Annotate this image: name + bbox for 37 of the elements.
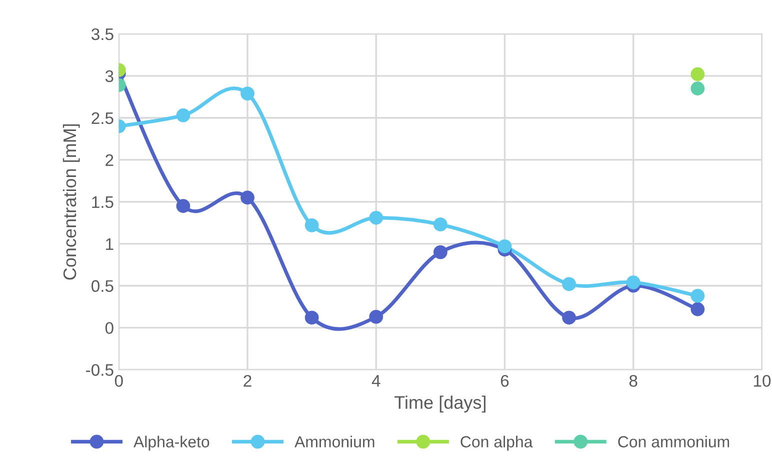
- x-tick-label: 4: [372, 375, 380, 387]
- point: [369, 310, 384, 324]
- y-tick-label: 0: [105, 322, 114, 334]
- legend-label: Con alpha: [460, 436, 533, 451]
- y-tick-label: 2.5: [92, 112, 114, 124]
- x-tick-label: 10: [754, 374, 771, 387]
- point: [562, 277, 576, 292]
- point: [626, 275, 640, 290]
- point: [304, 310, 319, 325]
- legend-label: Ammonium: [294, 436, 374, 448]
- point: [369, 210, 384, 225]
- x-tick-label: 6: [500, 374, 509, 387]
- y-tick-label: 1: [106, 238, 114, 250]
- point: [498, 239, 512, 254]
- y-tick-label: 2: [106, 154, 114, 166]
- y-tick-label: 1.5: [92, 196, 114, 208]
- y-axis-title: Concentration [mM]: [62, 124, 80, 280]
- point: [176, 108, 190, 122]
- y-tick-label: 3.5: [91, 28, 114, 40]
- point: [240, 86, 254, 100]
- y-tick-label: -0.5: [86, 364, 114, 376]
- x-tick-label: 8: [629, 374, 638, 387]
- point: [304, 218, 319, 232]
- point: [562, 310, 576, 325]
- point: [690, 288, 705, 303]
- legend-label: Alpha-keto: [134, 436, 210, 451]
- point: [240, 190, 254, 205]
- point: [176, 199, 190, 213]
- y-tick-label: 0.5: [92, 280, 114, 292]
- y-tick-label: 3: [105, 70, 114, 82]
- point: [433, 218, 448, 232]
- x-tick-label: 0: [114, 374, 123, 387]
- x-tick-label: 2: [244, 374, 252, 387]
- point: [433, 245, 448, 260]
- legend-label: Con ammonium: [618, 436, 730, 448]
- point: [690, 302, 705, 316]
- x-axis-title: Time [days]: [394, 396, 486, 412]
